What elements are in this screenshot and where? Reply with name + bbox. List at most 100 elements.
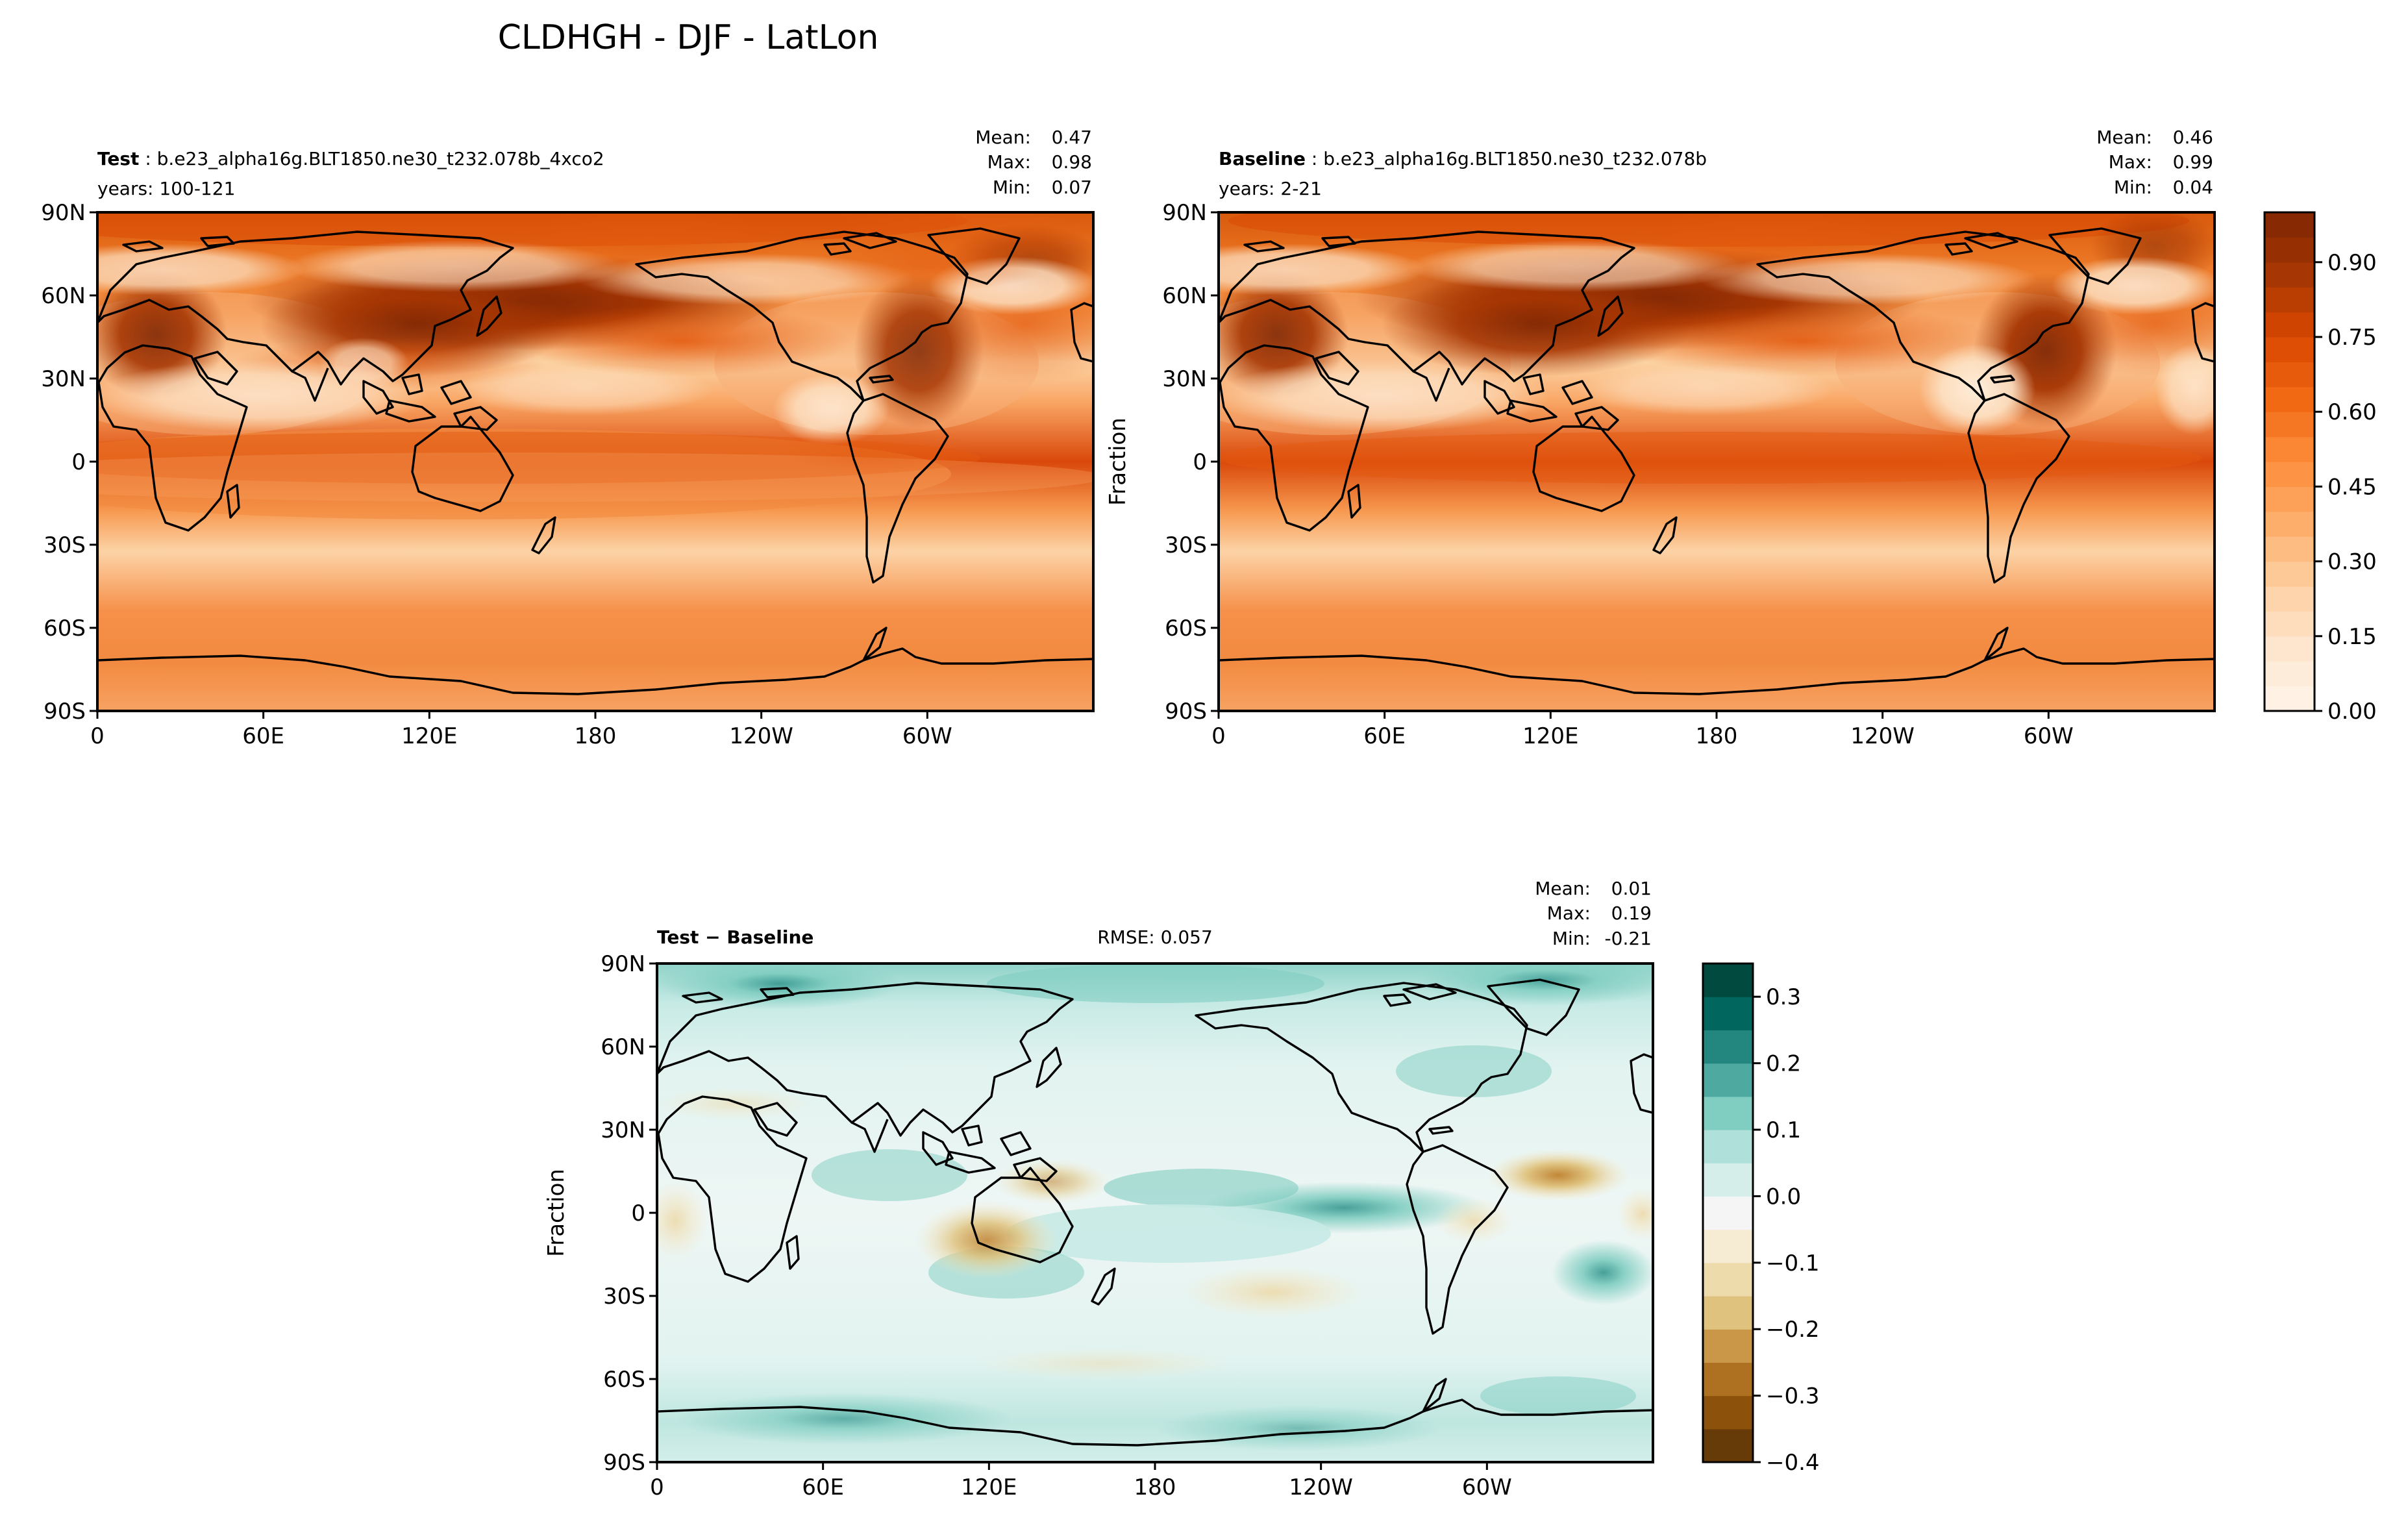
diff-colorbar-level	[1703, 1329, 1753, 1363]
diff-colorbar-level	[1703, 1296, 1753, 1330]
difference-ylabel: Fraction	[543, 1169, 569, 1257]
test-ytick-label: 60N	[41, 283, 86, 309]
difference-axis-ticks: 0 60E 120E 180 120W 60W 90N 60N 30N 0 30S 60S 90S	[601, 951, 1511, 1500]
orange-colorbar-level	[2265, 287, 2315, 313]
baseline-years: years: 2-21	[1219, 178, 1322, 199]
diff-colorbar-tick-label: −0.2	[1766, 1317, 1820, 1343]
baseline-min-value: 0.04	[2173, 177, 2213, 198]
diff-colorbar-level	[1703, 1096, 1753, 1130]
test-ytick-label: 60S	[43, 615, 86, 641]
difference-ytick-label: 30N	[601, 1117, 645, 1143]
baseline-max-label: Max:	[2109, 151, 2152, 173]
diff-colorbar-level	[1703, 1229, 1753, 1263]
baseline-ytick-label: 0	[1193, 449, 1207, 475]
orange-colorbar-level	[2265, 386, 2315, 412]
baseline-ytick-label: 30N	[1162, 366, 1207, 392]
difference-label: Test − Baseline	[657, 926, 813, 948]
baseline-axis-ticks: 0 60E 120E 180 120W 60W 90N 60N 30N 0 30S 60S 90S	[1162, 200, 2073, 749]
diff-colorbar-tick-label: −0.1	[1766, 1250, 1820, 1276]
baseline-xtick-label: 120W	[1850, 723, 1915, 749]
diff-colorbar-level	[1703, 1262, 1753, 1297]
diff-colorbar-level	[1703, 1063, 1753, 1097]
difference-xtick-label: 60E	[802, 1474, 844, 1500]
diff-colorbar-level	[1703, 997, 1753, 1030]
baseline-ytick-label: 60S	[1165, 615, 1207, 641]
baseline-mean-value: 0.46	[2173, 127, 2213, 148]
test-min-value: 0.07	[1052, 177, 1092, 198]
baseline-xtick-label: 120E	[1522, 723, 1578, 749]
baseline-ytick-label: 90N	[1162, 200, 1207, 226]
test-xtick-label: 60W	[902, 723, 952, 749]
baseline-xtick-label: 60W	[2024, 723, 2074, 749]
difference-ytick-label: 90N	[601, 951, 645, 977]
orange-colorbar-level	[2265, 661, 2315, 687]
orange-colorbar-tick-label: 0.75	[2327, 325, 2377, 351]
orange-colorbar-tick-label: 0.45	[2327, 474, 2377, 500]
difference-rmse: RMSE: 0.057	[1097, 926, 1213, 948]
orange-colorbar-level	[2265, 536, 2315, 562]
diff-colorbar-tick-label: 0.0	[1766, 1184, 1801, 1210]
diff-colorbar-level	[1703, 1030, 1753, 1064]
orange-colorbar-level	[2265, 262, 2315, 288]
orange-colorbar-level	[2265, 561, 2315, 587]
panel-difference: Test − Baseline RMSE: 0.057 Mean: 0.01 M…	[543, 878, 1654, 1500]
orange-colorbar-level	[2265, 486, 2315, 512]
baseline-ytick-label: 90S	[1165, 699, 1207, 725]
orange-colorbar-tick-label: 0.90	[2327, 250, 2377, 276]
test-ytick-label: 30S	[43, 532, 86, 558]
difference-ytick-label: 60N	[601, 1034, 645, 1060]
test-mean-value: 0.47	[1052, 127, 1092, 148]
baseline-mean-label: Mean:	[2096, 127, 2152, 148]
difference-ytick-label: 60S	[603, 1367, 645, 1393]
difference-ytick-label: 90S	[603, 1450, 645, 1476]
baseline-xtick-label: 0	[1211, 723, 1226, 749]
orange-colorbar-level	[2265, 362, 2315, 388]
test-label: Test : b.e23_alpha16g.BLT1850.ne30_t232.…	[97, 148, 604, 169]
orange-colorbar-level	[2265, 212, 2315, 238]
orange-colorbar-level	[2265, 312, 2315, 338]
test-years: years: 100-121	[97, 178, 235, 199]
panel-baseline: Baseline : b.e23_alpha16g.BLT1850.ne30_t…	[1105, 127, 2216, 749]
test-xtick-label: 180	[575, 723, 617, 749]
orange-colorbar-tick-label: 0.30	[2327, 549, 2377, 575]
difference-min-value: -0.21	[1605, 928, 1652, 949]
diff-colorbar-level	[1703, 1362, 1753, 1397]
panel-test: Test : b.e23_alpha16g.BLT1850.ne30_t232.…	[41, 127, 1095, 749]
diff-colorbar-level	[1703, 1395, 1753, 1430]
orange-colorbar-level	[2265, 337, 2315, 362]
test-ytick-label: 90S	[43, 699, 86, 725]
baseline-map-field	[1219, 212, 2215, 711]
test-mean-label: Mean:	[975, 127, 1031, 148]
test-xtick-label: 120W	[729, 723, 793, 749]
baseline-max-value: 0.99	[2173, 151, 2213, 173]
baseline-xtick-label: 60E	[1363, 723, 1406, 749]
figure-title: CLDHGH - DJF - LatLon	[498, 18, 879, 57]
diff-colorbar-level	[1703, 1130, 1753, 1163]
diff-colorbar-level	[1703, 963, 1753, 997]
orange-colorbar: 0.00 0.15 0.30 0.45 0.60 0.75 0.90	[2263, 211, 2377, 725]
difference-min-label: Min:	[1552, 928, 1591, 949]
orange-colorbar-tick-label: 0.00	[2327, 699, 2377, 725]
diff-colorbar-level	[1703, 1428, 1753, 1463]
test-max-value: 0.98	[1052, 151, 1092, 173]
orange-colorbar-level	[2265, 511, 2315, 537]
test-map-field	[97, 212, 1093, 711]
diff-colorbar-tick-label: 0.3	[1766, 984, 1801, 1010]
diff-colorbar-level	[1703, 1196, 1753, 1230]
diff-colorbar: 0.3 0.2 0.1 0.0 −0.1 −0.2 −0.3 −0.4	[1702, 962, 1820, 1476]
orange-colorbar-level	[2265, 686, 2315, 712]
difference-mean-value: 0.01	[1611, 878, 1652, 899]
test-ytick-label: 30N	[41, 366, 86, 392]
test-axis-ticks: 0 60E 120E 180 120W 60W 90N 60N 30N 0 30S 60S 90S	[41, 200, 952, 749]
difference-ytick-label: 30S	[603, 1284, 645, 1310]
orange-colorbar-level	[2265, 436, 2315, 462]
orange-colorbar-level	[2265, 412, 2315, 438]
orange-colorbar-level	[2265, 237, 2315, 263]
baseline-xtick-label: 180	[1696, 723, 1738, 749]
test-ytick-label: 90N	[41, 200, 86, 226]
diff-colorbar-tick-label: 0.2	[1766, 1051, 1801, 1077]
test-min-label: Min:	[993, 177, 1031, 198]
orange-colorbar-level	[2265, 611, 2315, 637]
orange-colorbar-level	[2265, 586, 2315, 612]
difference-ytick-label: 0	[631, 1200, 645, 1226]
